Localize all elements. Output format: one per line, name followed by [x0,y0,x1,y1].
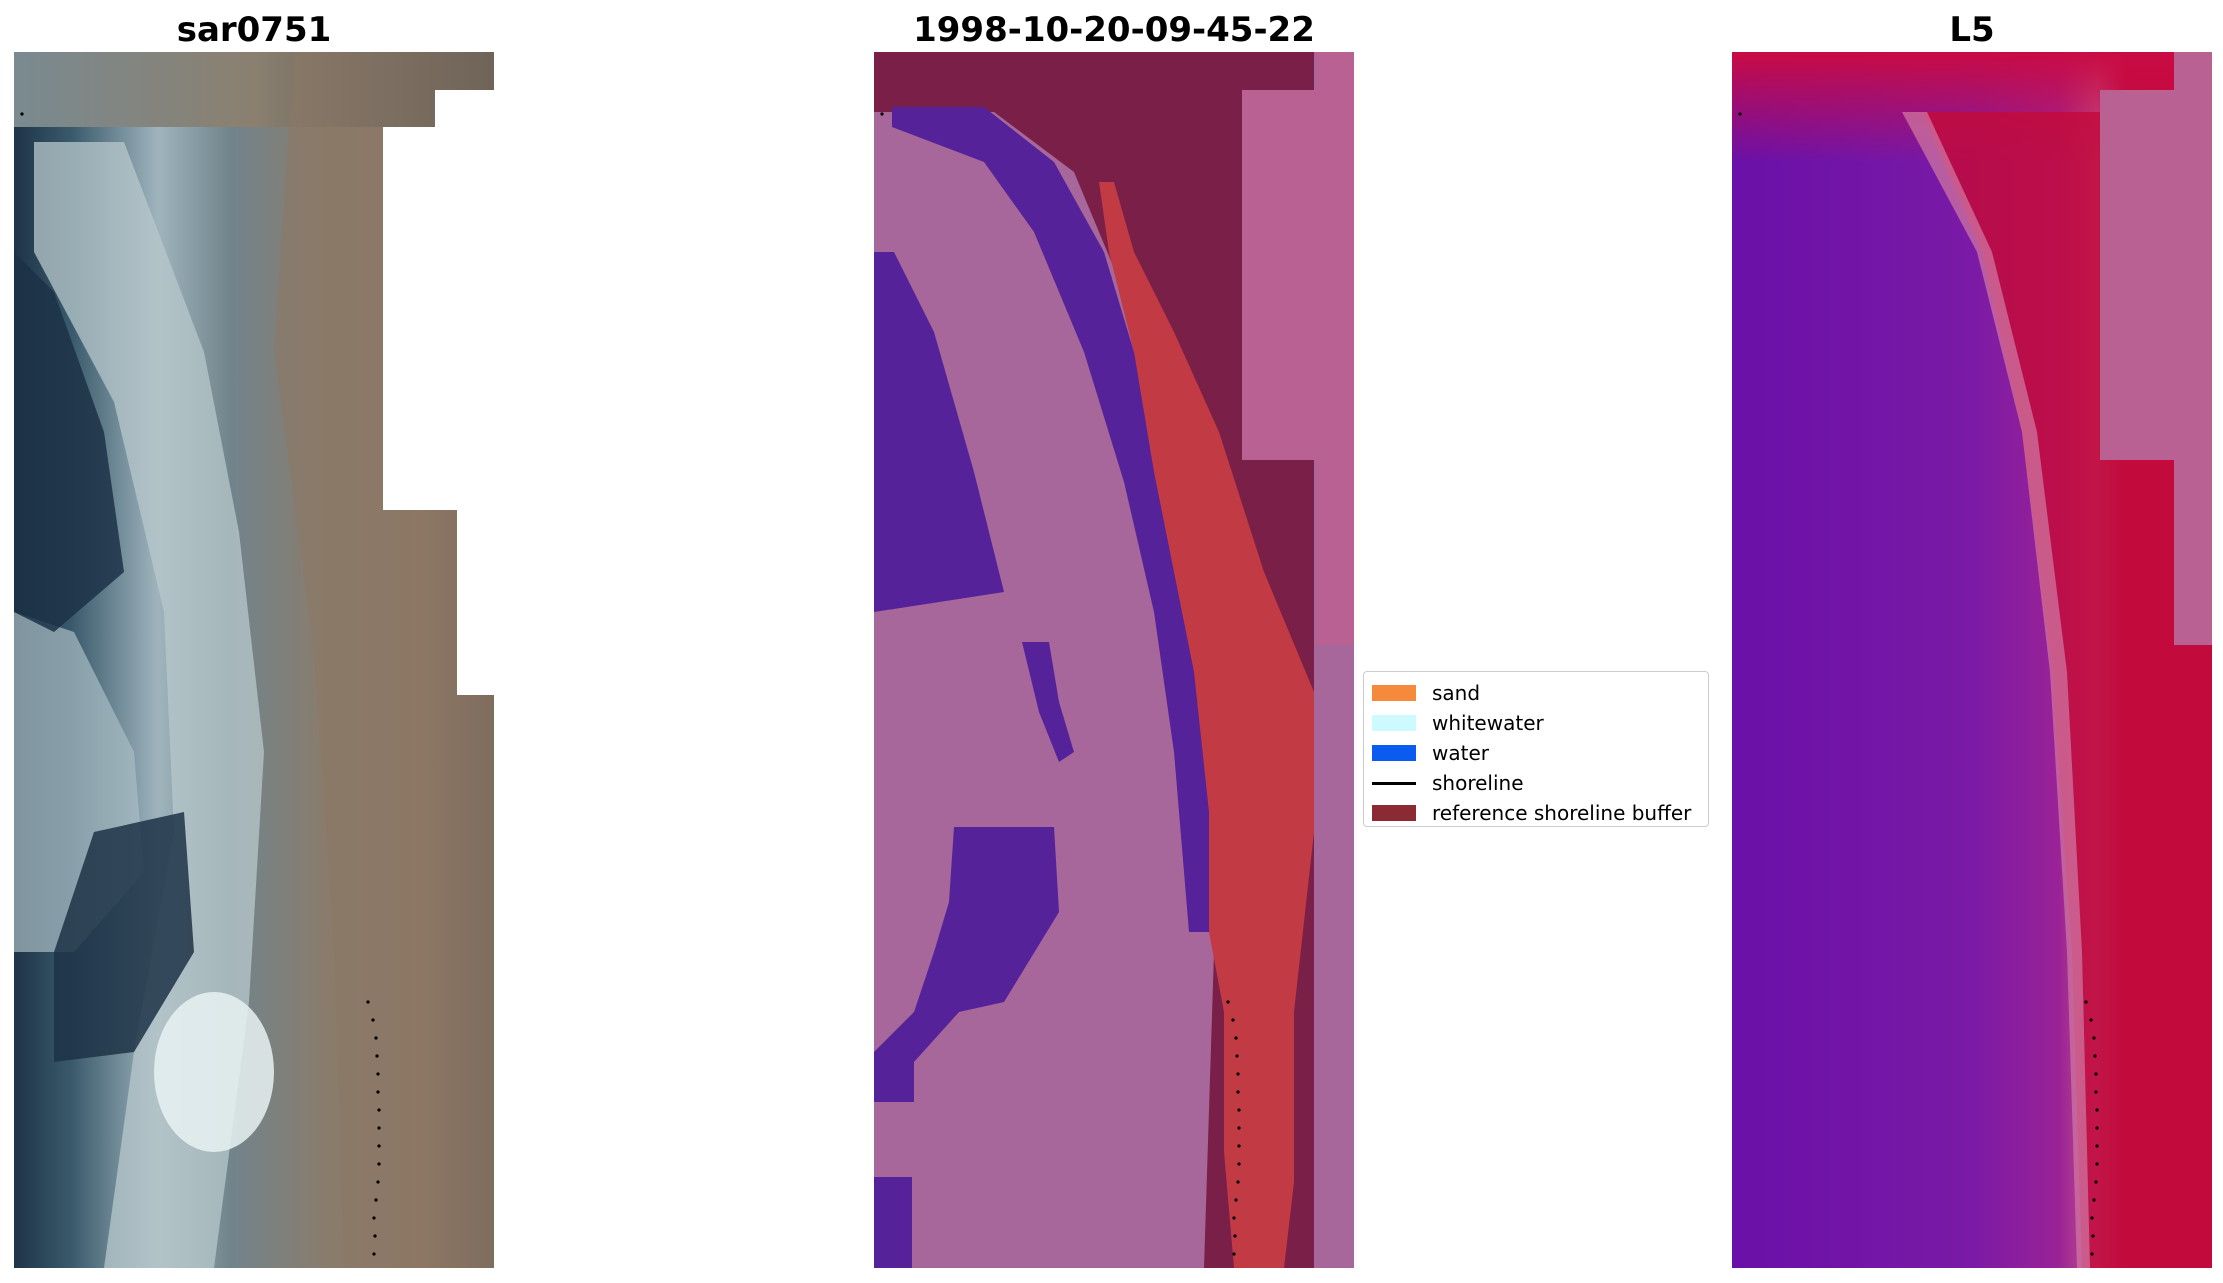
legend-label-whitewater: whitewater [1432,711,1544,735]
legend-item-shoreline: shoreline [1372,768,1700,798]
panel-title-classification: 1998-10-20-09-45-22 [913,10,1315,50]
rgb-dark-water-2 [54,812,194,1062]
class-shoreline-points [880,112,1241,1256]
legend-item-water: water [1372,738,1700,768]
classification-panel [874,52,1354,1268]
legend-swatch-water [1372,745,1416,761]
rgb-dark-water-1 [14,252,124,632]
class-nodata-block-3 [1316,460,1354,645]
class-sand-band [1099,182,1314,1268]
legend-label-shoreline: shoreline [1432,771,1524,795]
legend-item-whitewater: whitewater [1372,708,1700,738]
class-nodata-block-2 [1242,90,1354,460]
rgb-nodata-block-1 [435,90,494,127]
legend-label-water: water [1432,741,1489,765]
rgb-whitewater-patch [154,992,274,1152]
class-water-patch-left-1 [874,252,1004,612]
legend-item-buffer: reference shoreline buffer [1372,798,1700,828]
rgb-nodata-block-2 [383,127,494,510]
legend-swatch-buffer [1372,805,1416,821]
legend-label-buffer: reference shoreline buffer [1432,801,1692,825]
index-nodata-block-3 [2174,460,2212,645]
legend-line-shoreline [1372,781,1416,785]
rgb-nodata-block-3 [457,510,494,695]
index-nodata-block-1 [2174,52,2212,90]
class-water-patch-left-2 [874,827,1059,1102]
class-water-speck [1022,642,1074,762]
rgb-image-panel [14,52,494,1268]
index-nodata-block-2 [2100,90,2212,460]
legend: sand whitewater water shoreline referenc… [1363,671,1709,827]
legend-swatch-whitewater [1372,715,1416,731]
panel-title-rgb: sar0751 [176,10,332,50]
class-nodata-block-1 [1316,52,1354,90]
legend-swatch-sand [1372,685,1416,701]
legend-item-sand: sand [1372,678,1700,708]
rgb-wave-band [34,142,264,1268]
panel-title-index: L5 [1949,10,1995,50]
class-water-patch-bottom [874,1177,912,1268]
class-buffer-region [874,52,1314,1268]
index-shoreline-points [1738,112,2099,1256]
class-water-strip [892,107,1209,932]
rgb-shoreline-points [20,112,381,1256]
index-panel [1732,52,2212,1268]
legend-label-sand: sand [1432,681,1481,705]
index-transition-edge [1902,112,2090,1268]
